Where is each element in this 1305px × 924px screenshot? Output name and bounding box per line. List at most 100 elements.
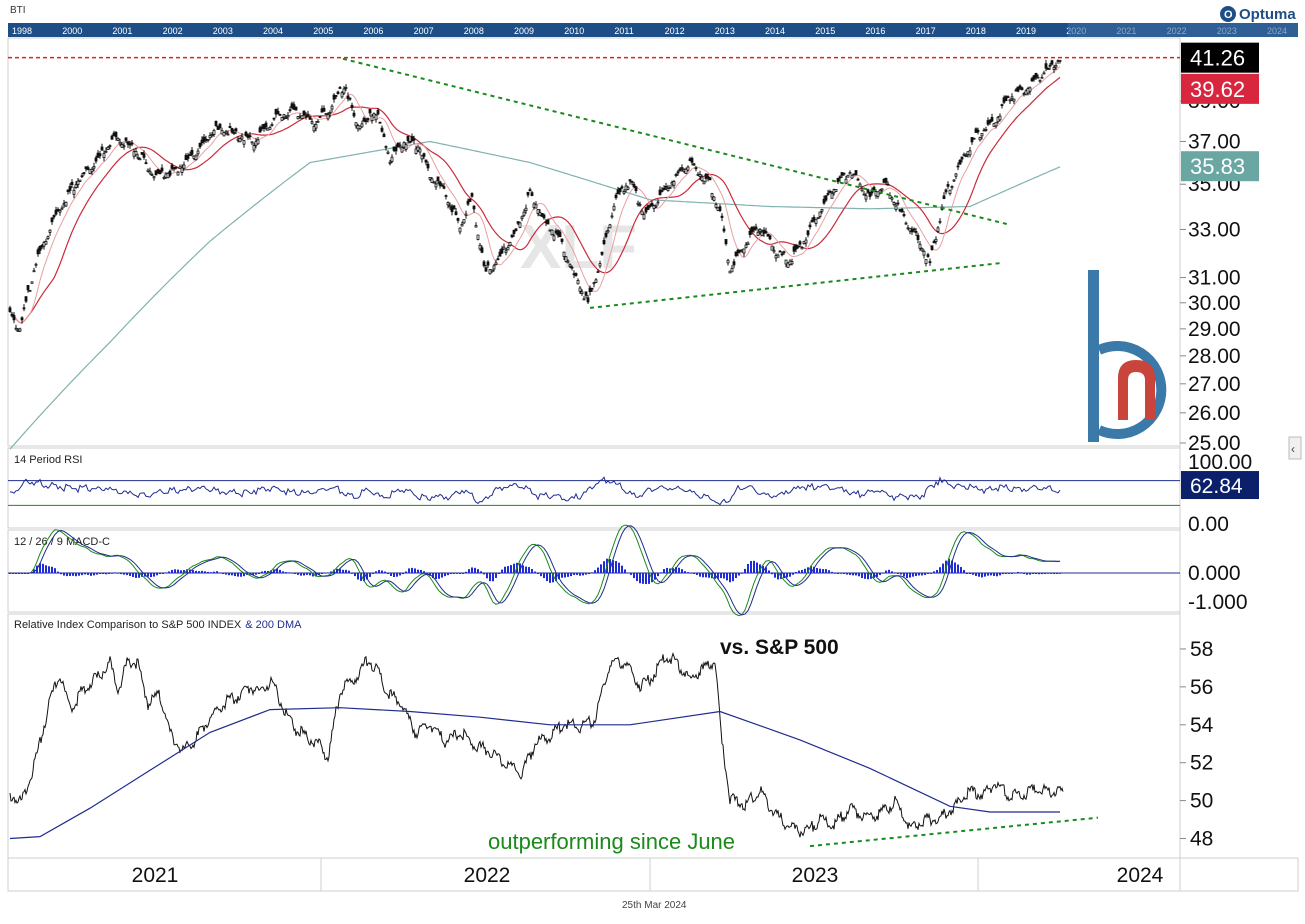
macd-histogram-bar (750, 560, 752, 573)
price-candle-body (1020, 87, 1024, 91)
price-candle-body (470, 193, 474, 197)
price-candle-body (650, 202, 654, 206)
price-candle-body (486, 261, 490, 266)
price-candle-body (694, 167, 698, 170)
price-candle-body (364, 120, 368, 122)
price-candle-body (234, 128, 238, 132)
price-candle-body (512, 229, 516, 235)
price-candle-body (834, 188, 838, 192)
macd-histogram-bar (798, 570, 800, 573)
price-candle-body (800, 247, 804, 250)
macd-histogram-bar (300, 573, 302, 576)
price-candle-body (552, 235, 556, 241)
macd-histogram-bar (453, 572, 455, 574)
macd-histogram-bar (477, 569, 479, 573)
relative-pane-title: Relative Index Comparison to S&P 500 IND… (14, 619, 302, 631)
price-candle-body (710, 193, 714, 198)
price-candle-body (340, 92, 344, 98)
macd-histogram-bar (987, 573, 989, 576)
macd-histogram-bar (984, 573, 986, 577)
macd-histogram-bar (699, 573, 701, 577)
price-candle-body (338, 87, 342, 89)
price-candle-body (620, 186, 624, 189)
price-candle-body (232, 131, 236, 134)
macd-histogram-bar (747, 563, 749, 573)
price-candle-body (580, 291, 584, 295)
price-candle-body (484, 267, 488, 272)
price-candle-body (960, 156, 964, 160)
price-candle-body (108, 145, 112, 148)
macd-histogram-bar (306, 573, 308, 575)
macd-histogram-bar (450, 573, 452, 575)
price-candle-body (124, 137, 128, 141)
price-candle-body (368, 108, 372, 114)
macd-histogram-bar (765, 567, 767, 573)
macd-histogram-bar (498, 573, 500, 574)
macd-histogram-bar (243, 573, 245, 577)
macd-histogram-bar (930, 572, 932, 574)
price-candle-body (590, 287, 594, 290)
macd-histogram-bar (759, 564, 761, 573)
macd-histogram-bar (57, 571, 59, 573)
price-candle-body (892, 202, 896, 205)
macd-histogram-bar (843, 573, 845, 574)
macd-histogram-bar (534, 571, 536, 573)
price-candle-body (714, 204, 718, 208)
price-candle-body (922, 250, 926, 256)
price-candle-body (278, 114, 282, 116)
price-candle-body (478, 244, 482, 250)
price-candle-body (374, 114, 378, 121)
macd-histogram-bar (297, 573, 299, 575)
chevron-left-icon[interactable]: ‹ (1291, 442, 1295, 456)
price-candle-body (272, 117, 276, 120)
macd-histogram-bar (882, 572, 884, 574)
price-candle-body (962, 153, 966, 156)
macd-histogram-bar (483, 573, 485, 575)
price-candle-body (130, 142, 134, 145)
price-candle-body (242, 140, 246, 145)
macd-histogram-bar (951, 560, 953, 573)
macd-histogram-bar (123, 573, 125, 575)
price-candle-body (140, 152, 144, 155)
macd-histogram-bar (93, 573, 95, 576)
price-candle-body (296, 116, 300, 120)
macd-histogram-bar (531, 569, 533, 573)
x-axis-year-label: 2022 (464, 864, 511, 887)
price-candle-body (388, 161, 392, 164)
price-candle-body (842, 172, 846, 175)
macd-histogram-bar (255, 573, 257, 575)
price-candle-body (884, 177, 888, 183)
price-y-tick-label: 29.00 (1188, 318, 1241, 341)
price-candle-body (134, 150, 138, 156)
macd-histogram-bar (963, 570, 965, 573)
price-candle-body (506, 247, 510, 251)
macd-histogram-bar (228, 573, 230, 576)
price-candle-body (206, 139, 210, 142)
publisher-logo-bowl (1096, 341, 1167, 439)
timeline-bar[interactable] (8, 23, 1298, 37)
price-candle-body (86, 167, 90, 170)
macd-histogram-bar (993, 573, 995, 576)
macd-histogram-bar (330, 571, 332, 573)
timeline-year-label: 2015 (815, 26, 835, 36)
macd-histogram-bar (486, 573, 488, 579)
relative-y-tick-label: 50 (1190, 790, 1213, 813)
price-candle-body (796, 245, 800, 248)
price-candle-body (58, 210, 62, 213)
price-candle-body (1054, 65, 1058, 68)
price-candle-body (914, 230, 918, 233)
macd-histogram-bar (693, 573, 695, 574)
price-candle-body (32, 270, 36, 273)
scroll-handle[interactable] (1288, 436, 1302, 460)
macd-histogram-bar (672, 568, 674, 573)
price-candle-body (300, 115, 304, 119)
price-candle-body (312, 126, 316, 132)
x-axis-frame (7, 857, 1299, 892)
price-candle-body (1000, 104, 1004, 106)
price-candle-body (668, 187, 672, 189)
macd-histogram-bar (372, 573, 374, 575)
macd-histogram-bar (957, 564, 959, 573)
macd-histogram-bar (1041, 573, 1043, 575)
timeline-current-window[interactable] (1068, 23, 1298, 37)
macd-histogram-bar (117, 572, 119, 574)
